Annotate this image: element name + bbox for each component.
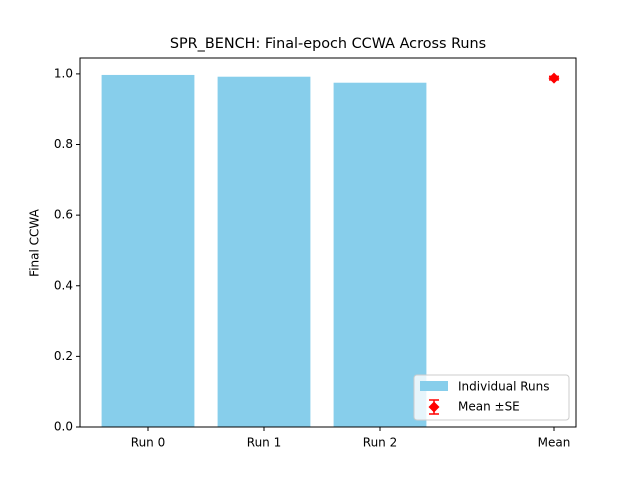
- legend-label: Individual Runs: [458, 380, 550, 394]
- x-tick-label: Mean: [538, 436, 571, 450]
- axes-frame: [79, 57, 577, 428]
- legend-swatch: [420, 381, 448, 391]
- y-tick-label: 1.0: [54, 66, 73, 80]
- y-tick-label: 0.2: [54, 349, 73, 363]
- bar: [333, 82, 427, 427]
- y-tick-label: 0.8: [54, 137, 73, 151]
- bar: [217, 76, 311, 427]
- x-tick-label: Run 0: [131, 436, 165, 450]
- x-tick-label: Run 2: [363, 436, 397, 450]
- y-tick-label: 0.6: [54, 208, 73, 222]
- chart-title: SPR_BENCH: Final-epoch CCWA Across Runs: [170, 36, 486, 52]
- y-axis-label: Final CCWA: [28, 208, 42, 276]
- legend-box: [413, 374, 570, 421]
- legend-marker: [428, 401, 440, 413]
- y-tick-label: 0.4: [54, 278, 73, 292]
- mean-point: [548, 72, 560, 84]
- bar: [101, 74, 195, 427]
- legend-label: Mean ±SE: [458, 400, 520, 414]
- x-tick-label: Run 1: [247, 436, 281, 450]
- y-tick-label: 0.0: [54, 420, 73, 434]
